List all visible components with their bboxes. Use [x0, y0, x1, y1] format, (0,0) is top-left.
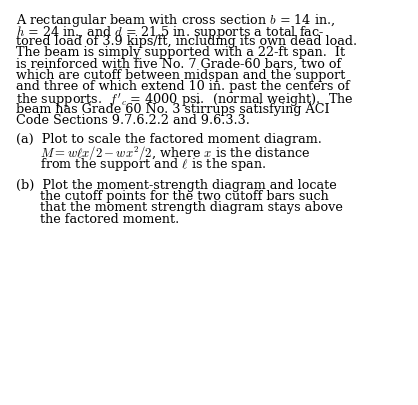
- Text: the cutoff points for the two cutoff bars such: the cutoff points for the two cutoff bar…: [16, 190, 329, 202]
- Text: that the moment strength diagram stays above: that the moment strength diagram stays a…: [16, 201, 343, 214]
- Text: A rectangular beam with cross section $b$ = 14 in.,: A rectangular beam with cross section $b…: [16, 12, 335, 29]
- Text: $M = w\ell x/2 - wx^2/2$, where $x$ is the distance: $M = w\ell x/2 - wx^2/2$, where $x$ is t…: [16, 144, 310, 162]
- Text: tored load of 3.9 kips/ft, including its own dead load.: tored load of 3.9 kips/ft, including its…: [16, 35, 357, 48]
- Text: from the support and $\ell$ is the span.: from the support and $\ell$ is the span.: [16, 156, 266, 173]
- Text: $h$ = 24 in., and $d$ = 21.5 in. supports a total fac-: $h$ = 24 in., and $d$ = 21.5 in. support…: [16, 23, 324, 40]
- Text: (a)  Plot to scale the factored moment diagram.: (a) Plot to scale the factored moment di…: [16, 133, 322, 146]
- Text: and three of which extend 10 in. past the centers of: and three of which extend 10 in. past th…: [16, 80, 349, 93]
- Text: which are cutoff between midspan and the support: which are cutoff between midspan and the…: [16, 69, 345, 82]
- Text: Code Sections 9.7.6.2.2 and 9.6.3.3.: Code Sections 9.7.6.2.2 and 9.6.3.3.: [16, 114, 250, 127]
- Text: the supports.  $f'_c$ = 4000 psi.  (normal weight).  The: the supports. $f'_c$ = 4000 psi. (normal…: [16, 92, 354, 109]
- Text: beam has Grade 60 No. 3 stirrups satisfying ACI: beam has Grade 60 No. 3 stirrups satisfy…: [16, 103, 329, 116]
- Text: the factored moment.: the factored moment.: [16, 212, 179, 225]
- Text: is reinforced with five No. 7 Grade-60 bars, two of: is reinforced with five No. 7 Grade-60 b…: [16, 58, 341, 70]
- Text: (b)  Plot the moment-strength diagram and locate: (b) Plot the moment-strength diagram and…: [16, 178, 336, 191]
- Text: The beam is simply supported with a 22-ft span.  It: The beam is simply supported with a 22-f…: [16, 46, 345, 59]
